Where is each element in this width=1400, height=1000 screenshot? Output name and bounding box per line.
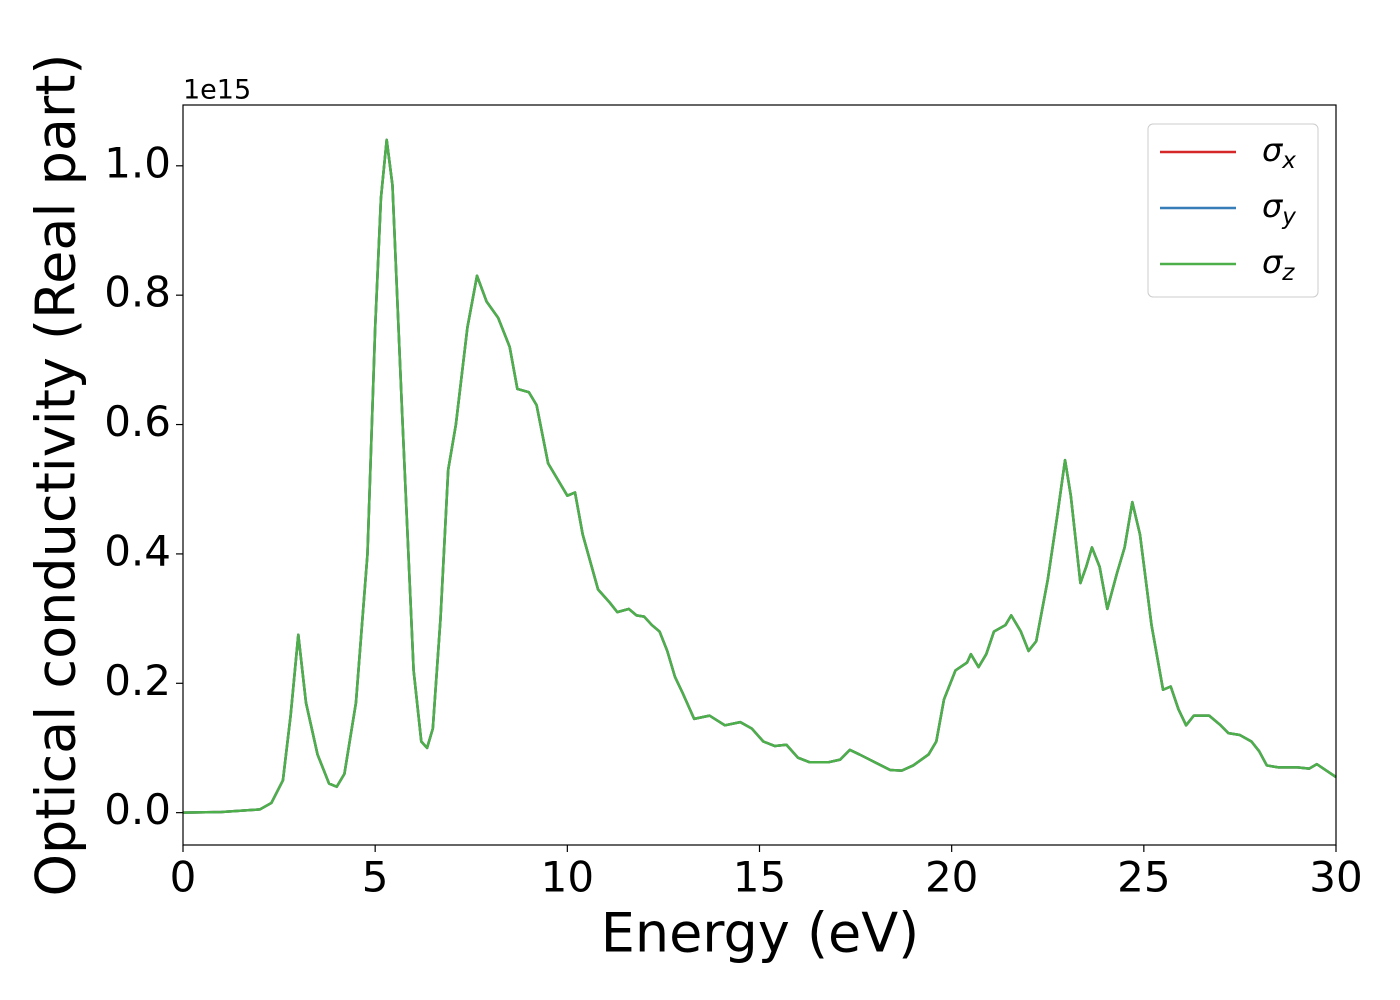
y-offset-text: 1e15 bbox=[183, 75, 251, 106]
legend-label: σz bbox=[1262, 243, 1295, 286]
x-tick-label: 15 bbox=[733, 853, 786, 902]
legend-label: σx bbox=[1262, 131, 1296, 174]
plot-frame bbox=[182, 104, 1337, 846]
x-tick-label: 25 bbox=[1117, 853, 1170, 902]
legend-box bbox=[1147, 123, 1319, 298]
legend-label: σy bbox=[1262, 187, 1296, 230]
x-tick-label: 30 bbox=[1309, 853, 1362, 902]
y-axis-label: Optical conductivity (Real part) bbox=[25, 54, 88, 897]
y-tick-label: 0.4 bbox=[104, 526, 171, 575]
x-tick-label: 20 bbox=[925, 853, 978, 902]
y-tick-label: 0.8 bbox=[104, 268, 171, 317]
x-tick-label: 0 bbox=[170, 853, 197, 902]
x-axis-label: Energy (eV) bbox=[601, 902, 920, 965]
series-line bbox=[182, 138, 1337, 814]
y-tick-label: 1.0 bbox=[104, 138, 171, 187]
x-tick-label: 5 bbox=[362, 853, 389, 902]
y-tick-label: 0.6 bbox=[104, 397, 171, 446]
y-tick-label: 0.0 bbox=[104, 785, 171, 834]
legend: σx σy σz bbox=[1147, 123, 1319, 298]
x-tick-label: 10 bbox=[541, 853, 594, 902]
y-tick-label: 0.2 bbox=[104, 656, 171, 705]
